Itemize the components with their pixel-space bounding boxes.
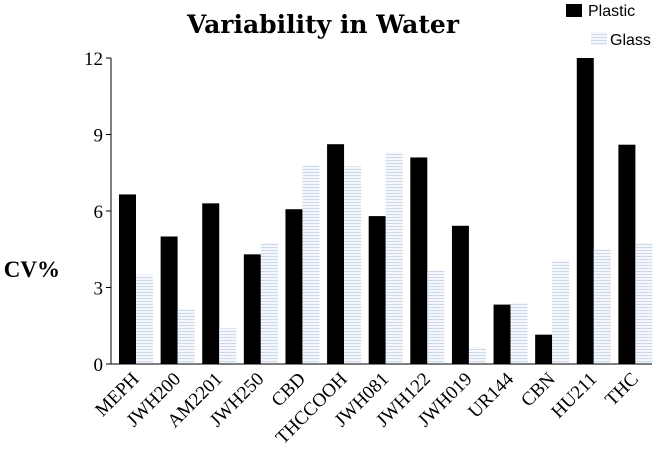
bar-plastic-jwh250: [243, 254, 261, 364]
bar-glass-hu211: [593, 249, 611, 364]
bar-plastic-meph: [119, 194, 136, 364]
y-tick-label: 6: [94, 202, 104, 223]
bar-glass-am2201: [219, 328, 237, 364]
bar-glass-jwh122: [427, 270, 445, 364]
bar-plastic-am2201: [202, 203, 220, 364]
x-tick-label-thc: THC: [601, 369, 643, 411]
bar-glass-ur144: [510, 302, 528, 364]
legend-swatch-glass: [591, 32, 607, 45]
bar-plastic-jwh122: [410, 157, 428, 364]
y-tick-label: 12: [84, 49, 103, 70]
bar-glass-jwh250: [260, 242, 278, 364]
bar-glass-thccooh: [344, 166, 362, 364]
bars: [119, 58, 653, 364]
bar-glass-jwh081: [385, 152, 403, 364]
y-tick-label: 3: [94, 279, 104, 300]
bar-glass-cbn: [552, 259, 570, 364]
chart-title: Variability in Water: [186, 10, 460, 39]
bar-plastic-cbn: [535, 334, 553, 364]
legend-label-glass: Glass: [610, 32, 651, 49]
bar-glass-cbd: [302, 165, 320, 364]
y-axis-label: CV%: [4, 257, 60, 282]
bar-plastic-jwh081: [368, 216, 386, 364]
bar-glass-meph: [136, 274, 153, 364]
x-tick-label-hu211: HU211: [547, 369, 601, 423]
bar-plastic-hu211: [576, 58, 594, 364]
bar-plastic-cbd: [285, 209, 303, 364]
legend: Plastic Glass: [566, 3, 651, 49]
bar-plastic-thccooh: [327, 144, 345, 364]
y-tick-label: 9: [94, 126, 104, 147]
bar-plastic-ur144: [493, 304, 511, 364]
bar-glass-jwh019: [468, 347, 486, 364]
legend-swatch-plastic: [566, 4, 582, 17]
bar-glass-thc: [635, 242, 653, 364]
bar-plastic-jwh019: [451, 225, 469, 364]
y-axis-ticks: 0 3 6 9 12: [84, 49, 111, 376]
y-tick-label: 0: [94, 355, 104, 376]
bar-glass-jwh200: [177, 309, 195, 364]
bar-plastic-jwh200: [160, 236, 178, 364]
x-tick-label-ur144: UR144: [464, 368, 518, 422]
legend-label-plastic: Plastic: [588, 3, 635, 20]
bar-plastic-thc: [618, 144, 636, 364]
